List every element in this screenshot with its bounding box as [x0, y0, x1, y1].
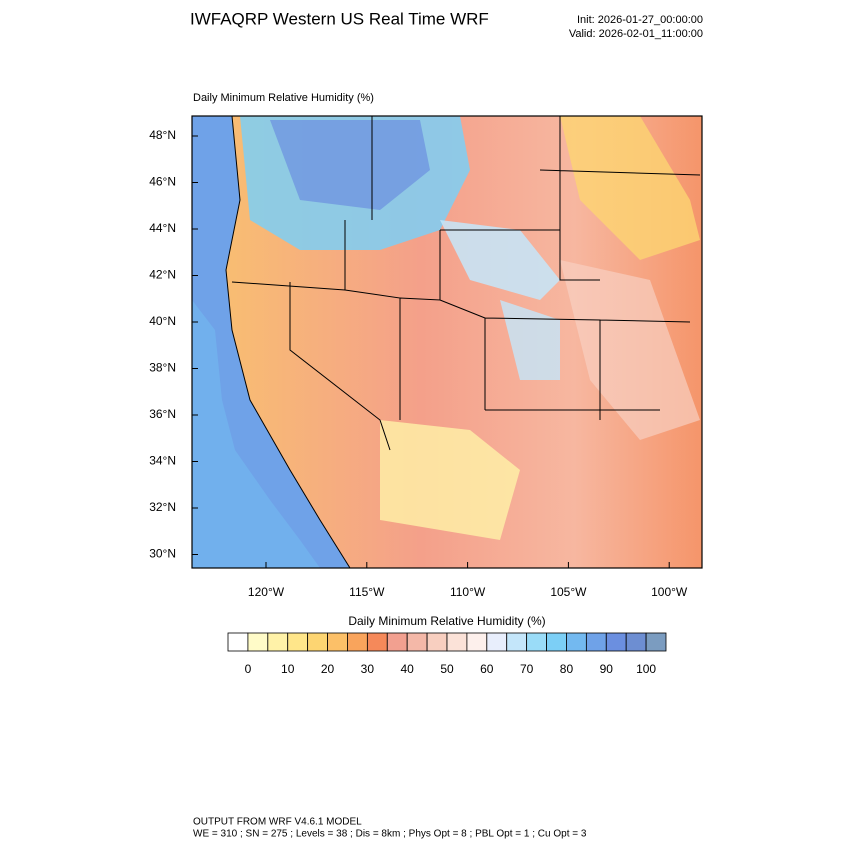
lat-label: 44°N — [149, 221, 176, 235]
lon-label: 120°W — [248, 585, 285, 599]
lat-label: 38°N — [149, 361, 176, 375]
colorbar-label: 10 — [281, 662, 295, 676]
lat-label: 32°N — [149, 500, 176, 514]
map-frame — [191, 115, 703, 569]
colorbar-box — [287, 632, 309, 652]
footer-line: OUTPUT FROM WRF V4.6.1 MODEL — [193, 817, 362, 828]
valid-time: Valid: 2026-02-01_11:00:00 — [569, 28, 703, 40]
lat-label: 40°N — [149, 314, 176, 328]
colorbar-label: 40 — [401, 662, 415, 676]
colorbar-box — [446, 632, 468, 652]
lat-label: 46°N — [149, 175, 176, 189]
colorbar-label: 30 — [361, 662, 375, 676]
colorbar-box — [506, 632, 528, 652]
colorbar-box — [605, 632, 627, 652]
colorbar-box — [625, 632, 647, 652]
lat-label: 34°N — [149, 454, 176, 468]
colorbar-box — [347, 632, 368, 652]
lat-label: 36°N — [149, 407, 176, 421]
colorbar-box — [645, 632, 667, 652]
footer-line: WE = 310 ; SN = 275 ; Levels = 38 ; Dis … — [193, 829, 587, 840]
lon-label: 115°W — [349, 585, 385, 599]
colorbar-label: 0 — [245, 662, 252, 676]
colorbar-box — [366, 632, 388, 652]
colorbar-box — [566, 632, 587, 652]
colorbar-box — [327, 632, 348, 652]
colorbar-label: 70 — [520, 662, 534, 676]
colorbar-box — [386, 632, 408, 652]
colorbar-box — [307, 632, 328, 652]
colorbar-box — [486, 632, 508, 652]
lat-label: 48°N — [149, 128, 176, 142]
colorbar-label: 60 — [480, 662, 494, 676]
lon-label: 100°W — [651, 585, 688, 599]
colorbar-box — [426, 632, 448, 652]
colorbar-title: Daily Minimum Relative Humidity (%) — [348, 614, 545, 628]
colorbar-label: 90 — [600, 662, 614, 676]
colorbar-box — [247, 632, 269, 652]
colorbar-box — [526, 632, 547, 652]
lat-label: 42°N — [149, 268, 176, 282]
map-title: Daily Minimum Relative Humidity (%) — [193, 92, 374, 104]
colorbar-box — [406, 632, 428, 652]
colorbar-label: 50 — [440, 662, 454, 676]
colorbar-box — [466, 632, 488, 652]
title: IWFAQRP Western US Real Time WRF — [190, 9, 489, 28]
lat-label: 30°N — [149, 547, 176, 561]
colorbar-box — [585, 632, 607, 652]
map-field — [192, 116, 702, 568]
lon-label: 105°W — [550, 585, 587, 599]
init-time: Init: 2026-01-27_00:00:00 — [577, 14, 703, 26]
colorbar-box — [546, 632, 567, 652]
lon-label: 110°W — [450, 585, 486, 599]
colorbar-box — [267, 632, 289, 652]
colorbar-label: 20 — [321, 662, 335, 676]
colorbar-box — [227, 632, 249, 652]
colorbar-label: 80 — [560, 662, 574, 676]
colorbar-label: 100 — [636, 662, 656, 676]
